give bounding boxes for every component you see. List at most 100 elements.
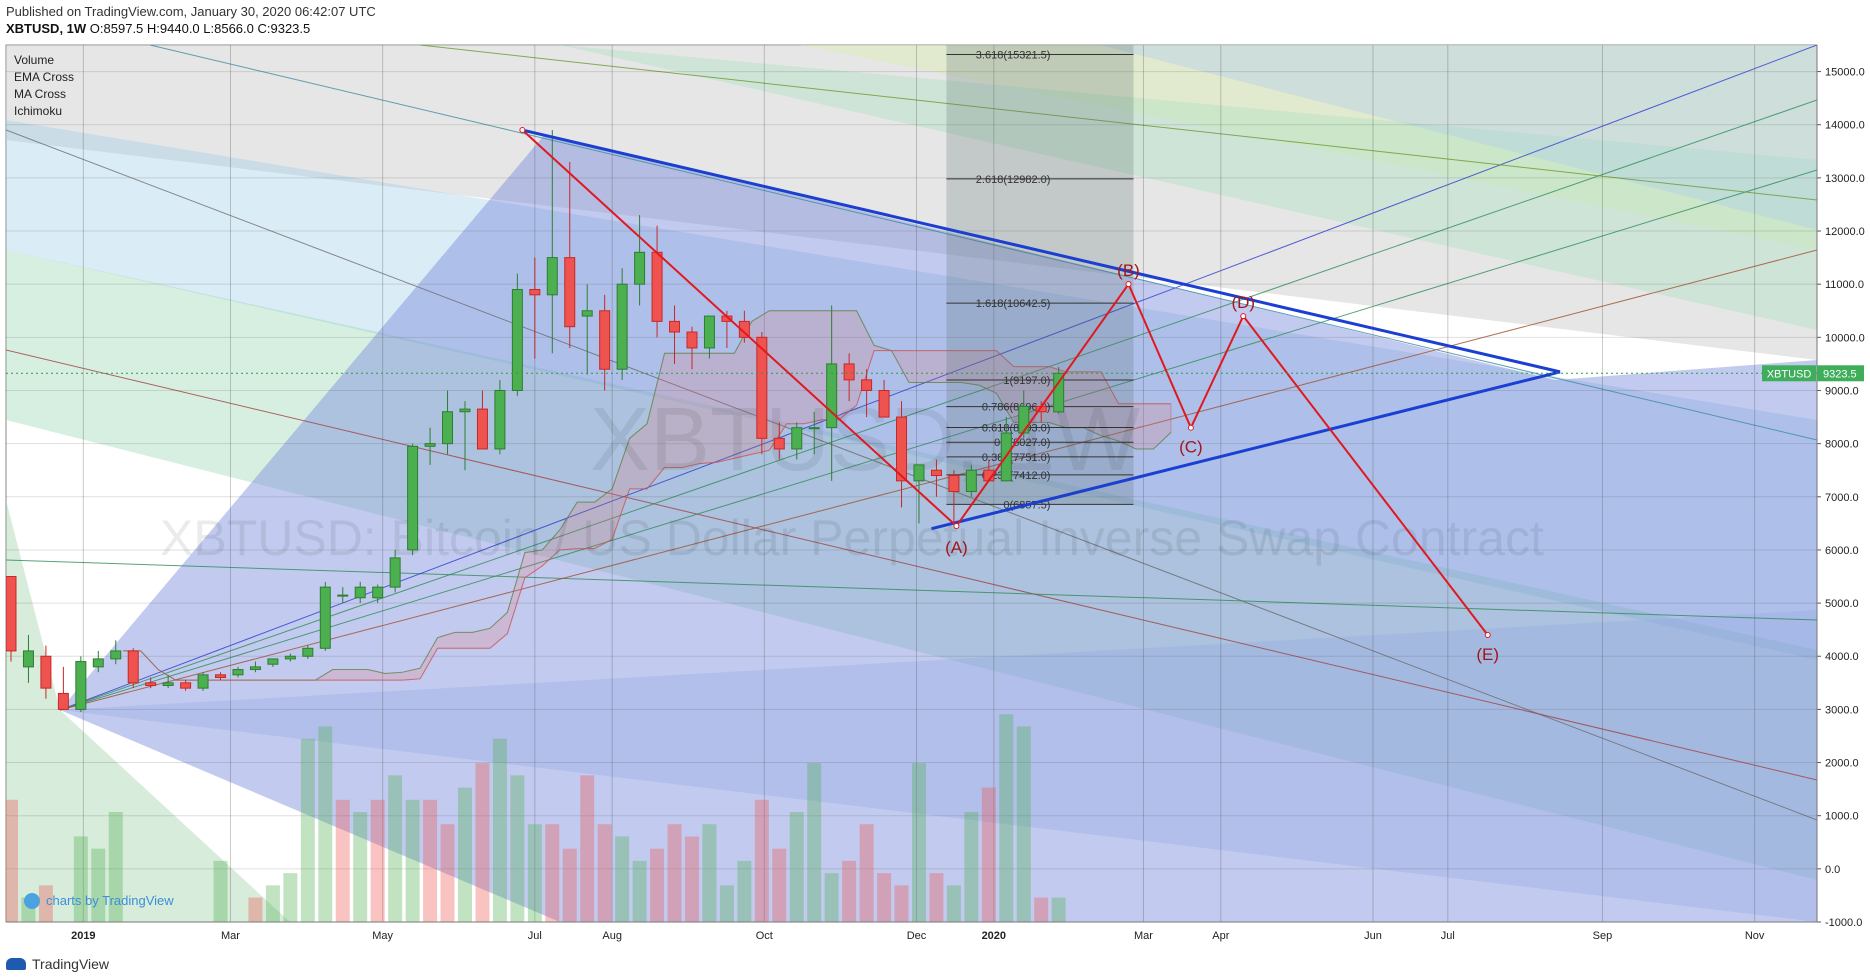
candle-14	[249, 661, 261, 673]
wave-point-4	[1240, 313, 1247, 320]
candle-body-54	[948, 475, 960, 492]
candle-20	[354, 581, 366, 604]
y-tick-label-15: 14000.0	[1825, 120, 1865, 132]
candle-1	[22, 634, 34, 683]
indicator-volume[interactable]: Volume	[14, 53, 55, 67]
candle-body-29	[511, 288, 523, 391]
fan-line-3	[59, 45, 1817, 711]
volume-bar-48	[842, 860, 857, 922]
candle-38	[669, 305, 681, 364]
candle-54	[948, 470, 960, 524]
candle-body-58	[1018, 405, 1030, 434]
wave-label-d: (D)	[1231, 293, 1255, 312]
candle-51	[896, 401, 908, 508]
candle-body-9	[162, 682, 174, 686]
volume-bar-57	[999, 714, 1014, 922]
candle-body-48	[843, 363, 855, 381]
wave-label-e: (E)	[1476, 645, 1499, 664]
candle-body-60	[1053, 372, 1065, 413]
volume-bar-32	[562, 848, 577, 922]
time-axis[interactable]: 2019 Mar May Jul Aug Oct Dec 2020 Mar Apr Jun Jul Se…	[6, 921, 1817, 942]
candle-body-14	[249, 666, 261, 671]
fib-extension: 3.618(15321.5) 2.618(12982.0) 1.618(10642.…	[946, 45, 1134, 511]
volume-bar-33	[580, 775, 595, 922]
triangle-line-0	[522, 128, 1561, 374]
wave-point-2	[1125, 281, 1132, 288]
volume-bar-52	[911, 763, 926, 922]
x-tick-label-12: Sep	[1593, 930, 1613, 942]
volume-bar-6	[108, 812, 123, 922]
candle-body-27	[476, 408, 488, 450]
candle-8	[145, 677, 157, 689]
volume-bar-16	[283, 873, 298, 922]
volume-bar-2	[38, 885, 53, 922]
x-tick-label-4: Aug	[602, 930, 622, 942]
volume-bar-23	[405, 799, 420, 922]
volume-bar-0	[6, 799, 18, 922]
candle-21	[372, 584, 384, 604]
fan-band-8	[1100, 45, 1817, 230]
volume-bar-47	[824, 873, 839, 922]
volume-bar-38	[667, 824, 682, 922]
x-tick-label-1: Mar	[221, 930, 240, 942]
candle-35	[616, 268, 628, 380]
chart-attribution[interactable]: charts by TradingView	[24, 893, 174, 909]
y-tick-label-8: 7000.0	[1825, 492, 1859, 504]
price-axis[interactable]: -1000.0 0.0 1000.0 2000.0 3000.0 4000.0 5000.0…	[1762, 45, 1865, 929]
candle-2	[40, 645, 52, 699]
x-tick-label-10: Jun	[1364, 930, 1382, 942]
candle-45	[791, 422, 803, 460]
y-tick-label-0: -1000.0	[1825, 917, 1862, 929]
fan-band-1	[6, 120, 1817, 660]
footer-brand[interactable]: TradingView	[32, 956, 110, 972]
candle-body-35	[616, 283, 628, 370]
ichimoku-cloud	[123, 310, 1172, 681]
volume-bar-51	[894, 885, 909, 922]
candle-17	[302, 645, 314, 659]
candle-10	[180, 680, 192, 691]
y-tick-label-2: 1000.0	[1825, 811, 1859, 823]
watermark-description: XBTUSD: Bitcoin / US Dollar Perpetual In…	[160, 510, 1544, 566]
x-tick-label-6: Dec	[907, 930, 927, 942]
volume-bar-26	[457, 787, 472, 922]
fan-line-0	[6, 129, 1817, 821]
candle-body-55	[965, 469, 977, 492]
wave-path	[521, 129, 1489, 636]
wave-label-b: (B)	[1117, 261, 1140, 280]
volume-bar-50	[877, 873, 892, 922]
volume-bar-24	[423, 799, 438, 922]
wave-point-0	[519, 127, 526, 134]
candle-19	[337, 587, 349, 604]
fib-label-4: 0.786(8696.0)	[982, 402, 1051, 414]
y-tick-label-14: 13000.0	[1825, 173, 1865, 185]
fib-label-0: 3.618(15321.5)	[976, 49, 1051, 61]
candle-body-31	[546, 257, 558, 296]
candle-body-20	[354, 586, 366, 599]
x-tick-label-11: Jul	[1441, 930, 1455, 942]
candle-30	[529, 257, 541, 359]
tradingview-logo-icon	[6, 958, 26, 970]
candle-body-2	[40, 655, 52, 689]
indicator-ichimoku[interactable]: Ichimoku	[14, 104, 63, 118]
candle-body-7	[127, 650, 139, 684]
volume-bar-4	[73, 836, 88, 922]
candle-36	[634, 215, 646, 306]
indicator-ema-cross[interactable]: EMA Cross	[14, 70, 75, 84]
volume-bar-49	[859, 824, 874, 922]
candle-body-43	[756, 336, 768, 439]
indicator-ma-cross[interactable]: MA Cross	[14, 87, 67, 101]
volume-bar-31	[545, 824, 560, 922]
candle-body-18	[319, 586, 331, 649]
y-tick-label-13: 12000.0	[1825, 226, 1865, 238]
volume-bar-15	[265, 885, 280, 922]
candle-body-19	[337, 594, 349, 597]
candle-11	[197, 672, 209, 691]
watermark-symbol: XBTUSD, 1W	[590, 390, 1140, 490]
volume-bar-60	[1051, 897, 1066, 922]
candle-body-4	[75, 661, 87, 710]
y-tick-label-7: 6000.0	[1825, 545, 1859, 557]
volume-bar-21	[370, 799, 385, 922]
candle-28	[494, 379, 506, 455]
candle-body-26	[459, 408, 471, 413]
